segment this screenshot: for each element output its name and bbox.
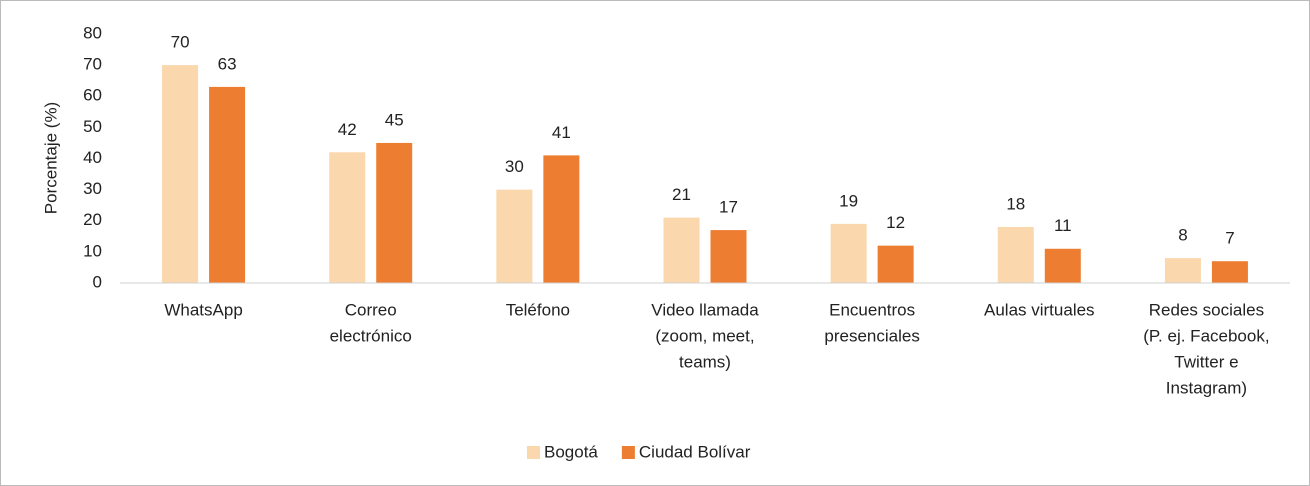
x-tick-label: Twitter e (1174, 352, 1238, 371)
x-tick-label: presenciales (824, 326, 919, 345)
bar (830, 223, 867, 283)
bar (663, 217, 700, 283)
data-label: 42 (338, 120, 357, 139)
x-tick-label: Video llamada (651, 300, 759, 319)
data-label: 12 (886, 213, 905, 232)
data-label: 11 (1054, 216, 1072, 235)
bar (543, 155, 580, 283)
y-tick-label: 10 (83, 241, 102, 260)
y-tick-label: 40 (83, 148, 102, 167)
bar (1044, 248, 1081, 283)
y-axis-label: Porcentaje (%) (41, 102, 60, 214)
y-tick-label: 70 (83, 55, 102, 74)
bar (997, 226, 1034, 283)
bar (1164, 258, 1201, 283)
bar (710, 230, 747, 283)
data-label: 41 (552, 123, 571, 142)
legend-swatch (621, 446, 635, 459)
data-label: 18 (1006, 194, 1025, 213)
data-label: 70 (171, 33, 190, 52)
data-label: 17 (719, 198, 738, 217)
x-tick-label: (zoom, meet, (655, 326, 754, 345)
data-label: 30 (505, 157, 524, 176)
data-label: 45 (385, 110, 404, 129)
x-tick-label: electrónico (330, 326, 412, 345)
y-tick-label: 0 (93, 272, 102, 291)
x-tick-label: Instagram) (1166, 378, 1247, 397)
x-tick-label: Aulas virtuales (984, 300, 1095, 319)
x-tick-label: Encuentros (829, 300, 915, 319)
x-tick-label: Teléfono (506, 300, 570, 319)
y-tick-label: 80 (83, 23, 102, 42)
x-tick-label: teams) (679, 352, 731, 371)
bar (877, 245, 914, 283)
data-label: 7 (1225, 229, 1234, 248)
legend-swatch (527, 446, 540, 459)
legend-label: Ciudad Bolívar (639, 442, 751, 461)
bar (329, 152, 366, 283)
bar (376, 142, 413, 283)
bar (496, 189, 533, 283)
y-tick-label: 30 (83, 179, 102, 198)
y-tick-label: 50 (83, 117, 102, 136)
bar (1211, 261, 1248, 283)
bar (209, 86, 246, 283)
x-tick-label: Correo (345, 300, 397, 319)
x-tick-label: Redes sociales (1149, 300, 1264, 319)
data-label: 19 (839, 191, 858, 210)
data-label: 8 (1178, 226, 1187, 245)
y-tick-label: 20 (83, 210, 102, 229)
data-label: 21 (672, 185, 691, 204)
legend-label: Bogotá (544, 442, 598, 461)
bar (162, 65, 199, 283)
x-tick-label: (P. ej. Facebook, (1143, 326, 1269, 345)
y-tick-label: 60 (83, 86, 102, 105)
x-tick-label: WhatsApp (164, 300, 242, 319)
data-label: 63 (218, 54, 237, 73)
